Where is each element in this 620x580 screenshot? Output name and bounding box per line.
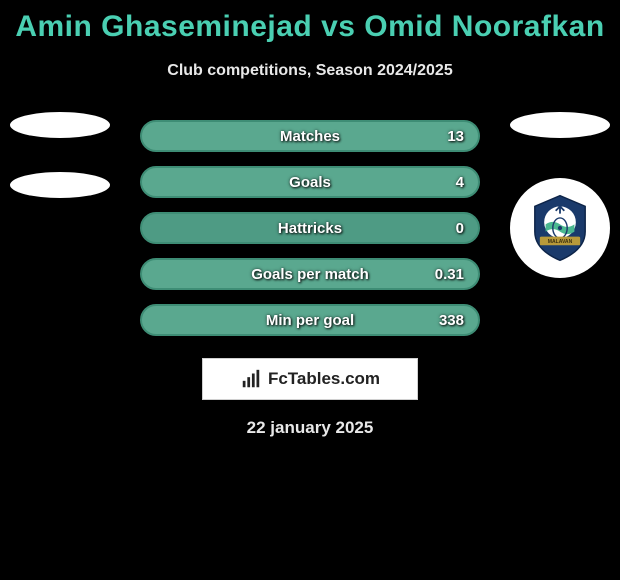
stat-value: 13 <box>447 128 464 145</box>
svg-text:MALAVAN: MALAVAN <box>548 239 573 245</box>
stat-label: Hattricks <box>278 220 342 237</box>
left-player-markers <box>10 112 110 198</box>
stat-value: 0 <box>456 220 464 237</box>
club-crest-icon: MALAVAN <box>524 192 596 264</box>
stat-label: Min per goal <box>266 312 354 329</box>
stat-rows: Matches 13 Goals 4 Hattricks 0 Goals per… <box>140 120 480 336</box>
club-badge: MALAVAN <box>510 178 610 278</box>
stat-label: Goals per match <box>251 266 369 283</box>
stat-value: 338 <box>439 312 464 329</box>
stats-area: MALAVAN Matches 13 Goals 4 Hattricks 0 G… <box>0 120 620 438</box>
date-text: 22 january 2025 <box>0 418 620 438</box>
stat-row-min-per-goal: Min per goal 338 <box>140 304 480 336</box>
right-player-marker <box>510 112 610 138</box>
stat-row-goals-per-match: Goals per match 0.31 <box>140 258 480 290</box>
fctables-label: FcTables.com <box>268 369 380 389</box>
bar-chart-icon <box>240 368 262 390</box>
player-marker-ellipse <box>510 112 610 138</box>
player-marker-ellipse <box>10 112 110 138</box>
fctables-attribution: FcTables.com <box>202 358 418 400</box>
comparison-title: Amin Ghaseminejad vs Omid Noorafkan <box>0 10 620 44</box>
stat-row-hattricks: Hattricks 0 <box>140 212 480 244</box>
stat-value: 4 <box>456 174 464 191</box>
stat-row-goals: Goals 4 <box>140 166 480 198</box>
player-marker-ellipse <box>10 172 110 198</box>
stat-value: 0.31 <box>435 266 464 283</box>
stat-row-matches: Matches 13 <box>140 120 480 152</box>
stat-label: Matches <box>280 128 340 145</box>
season-subtitle: Club competitions, Season 2024/2025 <box>0 62 620 80</box>
stat-label: Goals <box>289 174 331 191</box>
